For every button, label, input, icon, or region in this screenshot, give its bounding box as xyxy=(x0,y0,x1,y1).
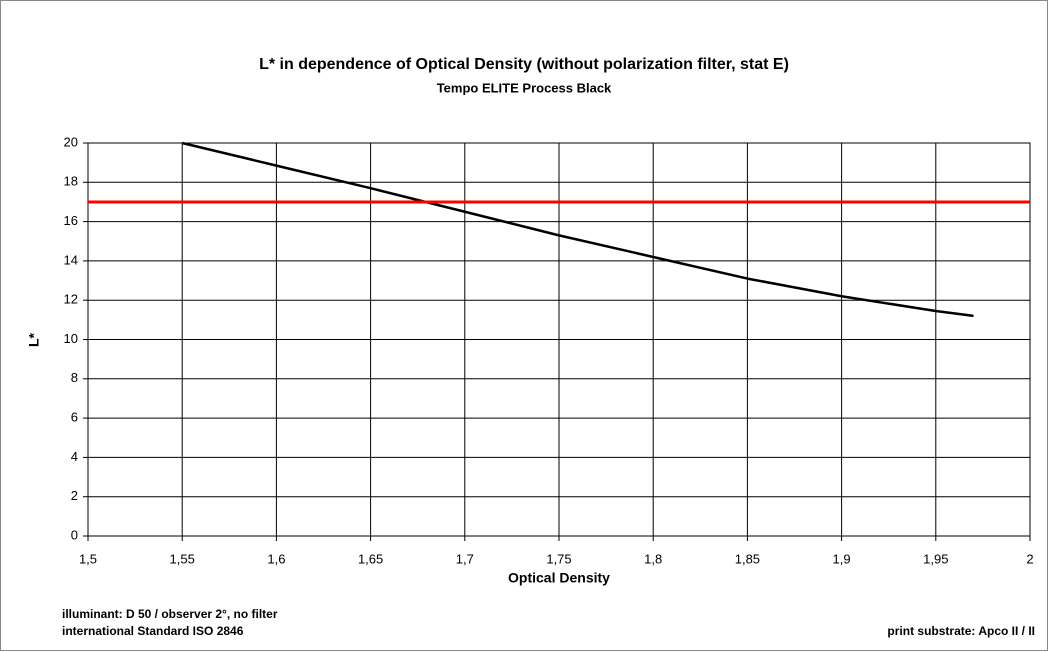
footnote: illuminant: D 50 / observer 2°, no filte… xyxy=(62,607,278,621)
y-tick-label: 0 xyxy=(71,527,78,542)
y-tick-label: 16 xyxy=(64,213,78,228)
x-tick-label: 2 xyxy=(1026,551,1033,566)
line-series xyxy=(181,141,974,318)
x-tick-label: 1,75 xyxy=(546,551,571,566)
x-tick-label: 1,5 xyxy=(79,551,97,566)
y-tick-label: 8 xyxy=(71,370,78,385)
y-tick-label: 20 xyxy=(64,134,78,149)
x-tick-label: 1,95 xyxy=(923,551,948,566)
x-tick-label: 1,55 xyxy=(170,551,195,566)
x-tick-label: 1,85 xyxy=(735,551,760,566)
x-tick-label: 1,9 xyxy=(833,551,851,566)
x-tick-label: 1,8 xyxy=(644,551,662,566)
x-tick-label: 1,65 xyxy=(358,551,383,566)
footnote: print substrate: Apco II / II xyxy=(887,624,1035,638)
y-tick-label: 4 xyxy=(71,449,78,464)
x-tick-label: 1,6 xyxy=(267,551,285,566)
y-tick-label: 12 xyxy=(64,292,78,307)
y-tick-label: 10 xyxy=(64,331,78,346)
y-tick-label: 2 xyxy=(71,488,78,503)
y-tick-label: 6 xyxy=(71,410,78,425)
y-axis-label: L* xyxy=(26,332,42,347)
y-tick-label: 14 xyxy=(64,252,78,267)
x-axis-label: Optical Density xyxy=(508,570,610,586)
chart-title: L* in dependence of Optical Density (wit… xyxy=(259,56,789,73)
y-tick-label: 18 xyxy=(64,174,78,189)
x-tick-label: 1,7 xyxy=(456,551,474,566)
chart-subtitle: Tempo ELITE Process Black xyxy=(437,80,612,95)
footnote: international Standard ISO 2846 xyxy=(62,624,244,638)
